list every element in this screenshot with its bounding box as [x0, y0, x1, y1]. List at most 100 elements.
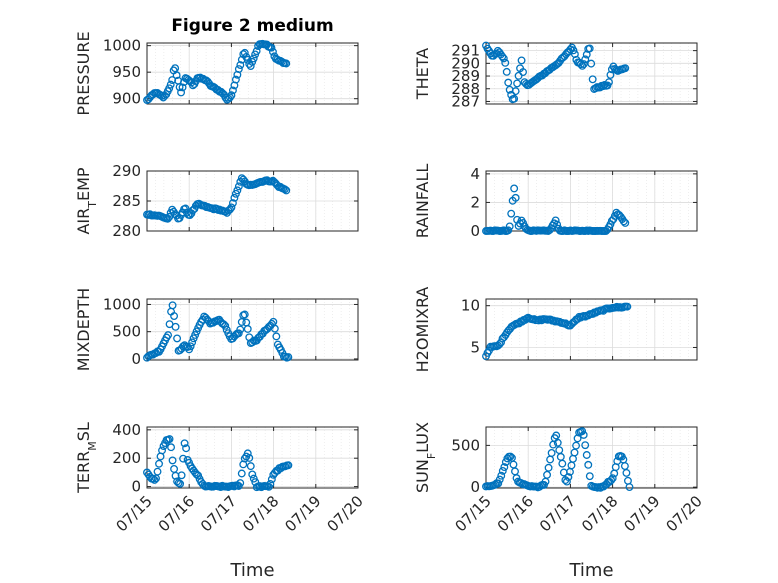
- data-point: [240, 310, 249, 319]
- y-tick-label: 285: [112, 192, 141, 210]
- data-point: [572, 441, 581, 450]
- x-tick-label: 07/17: [536, 492, 579, 535]
- y-axis-label: PRESSURE: [74, 31, 93, 115]
- data-point: [513, 79, 522, 88]
- data-point: [558, 459, 567, 468]
- y-axis-label: RAINFALL: [413, 164, 432, 239]
- data-point: [246, 62, 255, 70]
- data-point: [240, 48, 249, 57]
- y-tick-label: 900: [112, 90, 141, 108]
- y-axis-label-part: TERR: [74, 451, 93, 494]
- y-tick-label: 500: [451, 436, 480, 454]
- data-point: [608, 474, 617, 483]
- data-point: [237, 469, 246, 478]
- data-point: [504, 78, 513, 87]
- y-axis-label: THETA: [413, 48, 432, 100]
- data-point: [497, 471, 506, 480]
- data-point: [498, 52, 507, 61]
- data-point: [510, 184, 519, 193]
- data-point: [165, 435, 174, 443]
- data-point: [230, 193, 239, 202]
- data-point: [191, 331, 200, 339]
- data-point: [584, 460, 593, 469]
- y-tick-label: 0: [470, 478, 480, 496]
- data-point: [621, 218, 630, 227]
- data-point: [547, 449, 556, 457]
- data-point: [514, 71, 523, 80]
- axes-box: [146, 42, 359, 105]
- data-point: [177, 471, 186, 480]
- data-point: [498, 466, 507, 475]
- axes-box: [146, 426, 359, 489]
- data-point: [511, 467, 519, 476]
- y-tick-label: 287: [451, 92, 480, 110]
- data-point: [281, 352, 290, 361]
- subplot-air-temp: 280 285 290 AIRTEMP: [74, 162, 359, 240]
- data-point: [567, 461, 576, 470]
- data-point: [155, 459, 163, 468]
- data-point: [578, 427, 587, 436]
- data-point: [624, 476, 632, 485]
- data-point: [579, 60, 588, 69]
- data-point: [157, 92, 166, 100]
- data-point: [228, 199, 237, 208]
- data-point: [234, 329, 243, 338]
- data-point: [622, 468, 631, 477]
- data-point: [171, 322, 180, 331]
- y-tick-label: 290: [112, 162, 141, 180]
- data-point: [153, 467, 162, 476]
- data-point: [543, 470, 552, 479]
- data-point: [181, 204, 190, 213]
- data-point: [177, 88, 186, 97]
- y-tick-label: 5: [470, 338, 480, 356]
- subplot-rainfall: 0 2 4 RAINFALL: [413, 164, 698, 240]
- y-axis-label: AIRTEMP: [74, 167, 99, 234]
- y-tick-label: 950: [112, 63, 141, 81]
- data-point: [170, 312, 179, 320]
- y-tick-label: 0: [131, 350, 141, 368]
- y-axis-label-part: SL: [74, 422, 93, 441]
- data-point: [150, 476, 159, 484]
- data-point: [607, 476, 616, 485]
- data-point: [164, 331, 173, 340]
- data-point: [555, 446, 564, 455]
- x-tick-label: 07/18: [239, 492, 282, 535]
- y-axis-label: MIXDEPTH: [74, 288, 93, 371]
- x-tick-label: 07/15: [113, 492, 156, 535]
- data-point: [552, 431, 561, 440]
- data-point: [556, 452, 565, 461]
- data-point: [267, 43, 276, 52]
- x-tick-label: 07/15: [452, 492, 495, 535]
- x-axis-label: Time: [229, 560, 274, 581]
- data-point: [495, 475, 504, 484]
- y-axis-label-part: SUN: [413, 459, 432, 493]
- subplot-terr-msl: 0 200 400 TERRMSL 07/1507/1607/1707/1807/190…: [74, 421, 367, 581]
- x-tick-label: 07/19: [620, 492, 663, 535]
- data-point: [221, 321, 230, 330]
- data-point: [236, 479, 245, 487]
- y-tick-label: 288: [451, 80, 480, 98]
- data-point: [252, 47, 261, 56]
- y-axis-label-subscript: T: [86, 201, 99, 209]
- data-point: [579, 430, 588, 439]
- data-point: [511, 87, 520, 96]
- data-point: [576, 60, 585, 69]
- x-tick-label: 07/20: [663, 492, 706, 535]
- data-point: [582, 451, 591, 459]
- y-tick-label: 10: [461, 297, 480, 315]
- data-point: [509, 460, 518, 469]
- data-point: [226, 205, 234, 214]
- y-axis-label-part: EMP: [74, 167, 93, 201]
- data-point: [249, 54, 258, 63]
- data-point: [562, 477, 571, 486]
- y-tick-label: 0: [131, 478, 141, 496]
- data-point: [149, 474, 157, 483]
- data-point: [242, 318, 251, 327]
- data-point: [544, 463, 553, 472]
- chart-title: Figure 2 medium: [171, 16, 333, 36]
- data-point: [182, 444, 191, 453]
- data-point: [167, 443, 176, 452]
- x-tick-label: 07/20: [324, 492, 367, 535]
- data-point: [188, 338, 197, 347]
